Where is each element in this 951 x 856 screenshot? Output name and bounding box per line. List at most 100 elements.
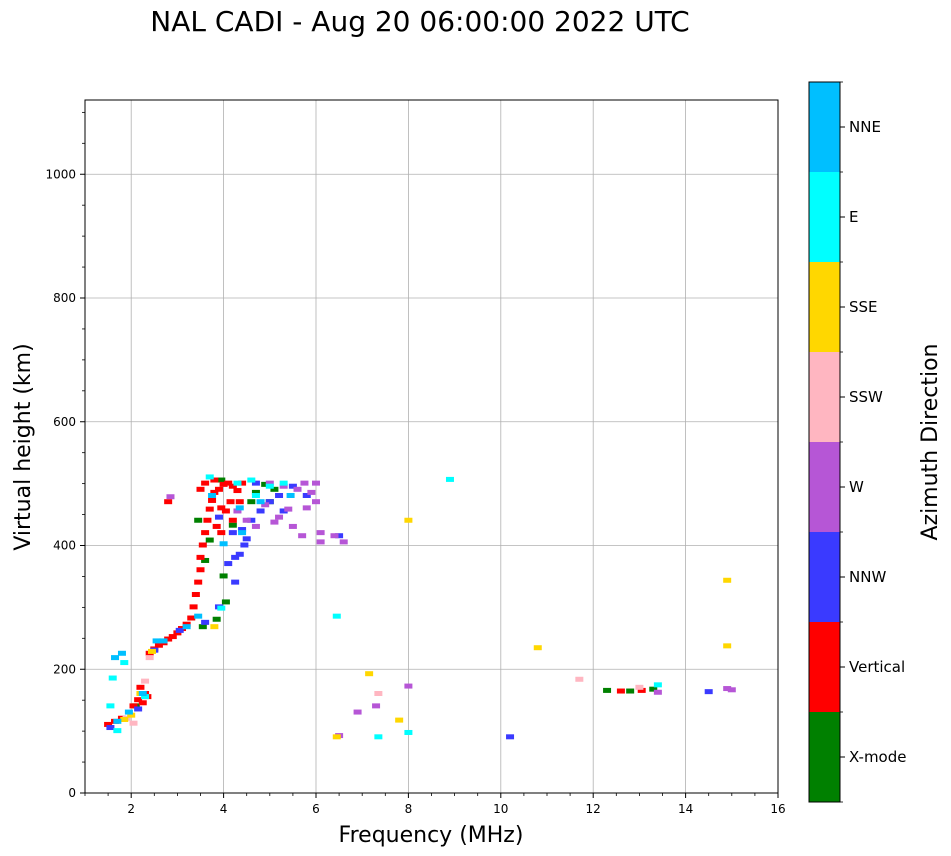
data-point-x-mode: [603, 687, 612, 693]
data-point-nne: [208, 493, 217, 498]
data-point-nnw: [235, 551, 244, 557]
colorbar-category-label: NNW: [849, 568, 886, 586]
data-point-vertical: [136, 684, 145, 690]
chart-title: NAL CADI - Aug 20 06:00:00 2022 UTC: [150, 5, 690, 38]
data-point-sse: [120, 716, 129, 722]
data-point-nnw: [231, 554, 240, 560]
data-point-x-mode: [217, 477, 226, 483]
data-point-e: [108, 675, 117, 681]
data-point-nnw: [238, 527, 247, 533]
colorbar-category-label: W: [849, 478, 864, 496]
data-point-vertical: [616, 688, 625, 694]
data-point-vertical: [201, 480, 210, 486]
data-point-w: [653, 689, 662, 695]
data-point-vertical: [226, 499, 235, 505]
data-point-vertical: [228, 483, 237, 489]
data-point-e: [251, 493, 260, 498]
data-point-e: [141, 694, 150, 700]
data-point-e: [247, 477, 256, 483]
colorbar-segment: [809, 172, 840, 262]
data-points: [104, 474, 736, 740]
data-point-vertical: [196, 554, 205, 560]
data-point-nnw: [214, 514, 223, 520]
data-point-w: [302, 505, 311, 511]
colorbar-category-label: SSE: [849, 298, 878, 316]
data-point-nnw: [231, 579, 240, 585]
data-point-sse: [147, 648, 156, 654]
data-point-e: [404, 729, 413, 735]
colorbar-segment: [809, 622, 840, 712]
x-tick-label: 8: [405, 802, 413, 816]
data-point-nnw: [240, 542, 249, 548]
data-point-w: [166, 494, 175, 500]
data-point-e: [106, 703, 115, 709]
data-point-vertical: [228, 517, 237, 523]
data-point-e: [113, 728, 122, 734]
data-point-w: [312, 499, 320, 505]
data-point-vertical: [194, 579, 203, 585]
data-point-vertical: [637, 687, 646, 693]
data-point-vertical: [201, 530, 210, 536]
data-point-w: [307, 489, 316, 495]
x-tick-label: 10: [493, 802, 508, 816]
data-point-vertical: [217, 505, 226, 511]
data-point-vertical: [196, 486, 205, 492]
data-point-nnw: [251, 480, 260, 486]
data-point-ssw: [374, 691, 383, 696]
y-tick-label: 0: [68, 786, 76, 800]
data-point-nne: [286, 493, 295, 498]
data-point-x-mode: [228, 522, 237, 528]
data-point-e: [653, 682, 662, 688]
colorbar-label: Azimuth Direction: [918, 343, 943, 540]
data-point-nne: [117, 650, 126, 656]
colorbar-category-label: E: [849, 208, 858, 226]
data-point-vertical: [238, 480, 247, 486]
data-point-nnw: [134, 706, 143, 712]
data-point-ssw: [635, 684, 644, 690]
data-point-nnw: [335, 533, 344, 539]
data-point-vertical: [138, 700, 147, 706]
data-point-ssw: [575, 676, 584, 682]
data-point-x-mode: [194, 517, 203, 523]
data-point-w: [293, 486, 302, 492]
colorbar: X-mode Vertical NNW W SSW SSE E NNE: [808, 81, 906, 803]
x-ticks: 2 4 6 8 10 12 14 16: [84, 793, 786, 816]
data-point-vertical: [191, 592, 200, 597]
x-tick-label: 4: [220, 802, 228, 816]
x-axis-label: Frequency (MHz): [339, 823, 524, 848]
data-point-vertical: [208, 497, 217, 503]
data-point-e: [332, 613, 341, 619]
y-tick-label: 800: [53, 291, 76, 305]
data-point-vertical: [224, 480, 233, 486]
data-point-w: [727, 687, 736, 693]
data-point-nnw: [288, 483, 297, 489]
data-point-nne: [219, 541, 228, 547]
data-point-nne: [113, 718, 122, 724]
data-point-x-mode: [251, 489, 260, 495]
x-tick-label: 14: [678, 802, 693, 816]
y-tick-label: 200: [53, 662, 76, 676]
colorbar-category-label: NNE: [849, 118, 881, 136]
data-point-w: [251, 523, 260, 529]
data-point-nnw: [704, 689, 713, 695]
y-axis-label: Virtual height (km): [11, 343, 36, 550]
data-point-nne: [238, 530, 247, 536]
data-point-x-mode: [198, 624, 207, 630]
data-point-sse: [723, 643, 732, 649]
data-point-nne: [182, 624, 191, 630]
data-point-e: [120, 660, 129, 666]
colorbar-category-label: X-mode: [849, 748, 906, 766]
x-tick-label: 2: [127, 802, 135, 816]
data-point-x-mode: [261, 481, 270, 487]
data-point-nne: [159, 638, 168, 644]
data-point-vertical: [164, 499, 173, 505]
data-point-x-mode: [219, 573, 228, 579]
data-point-w: [298, 533, 307, 539]
data-point-x-mode: [221, 599, 230, 605]
plot-frame: [84, 99, 779, 794]
data-point-w: [353, 709, 362, 715]
data-point-vertical: [210, 489, 219, 495]
data-point-vertical: [205, 506, 214, 512]
data-point-w: [316, 539, 325, 545]
colorbar-frame: [808, 81, 841, 803]
